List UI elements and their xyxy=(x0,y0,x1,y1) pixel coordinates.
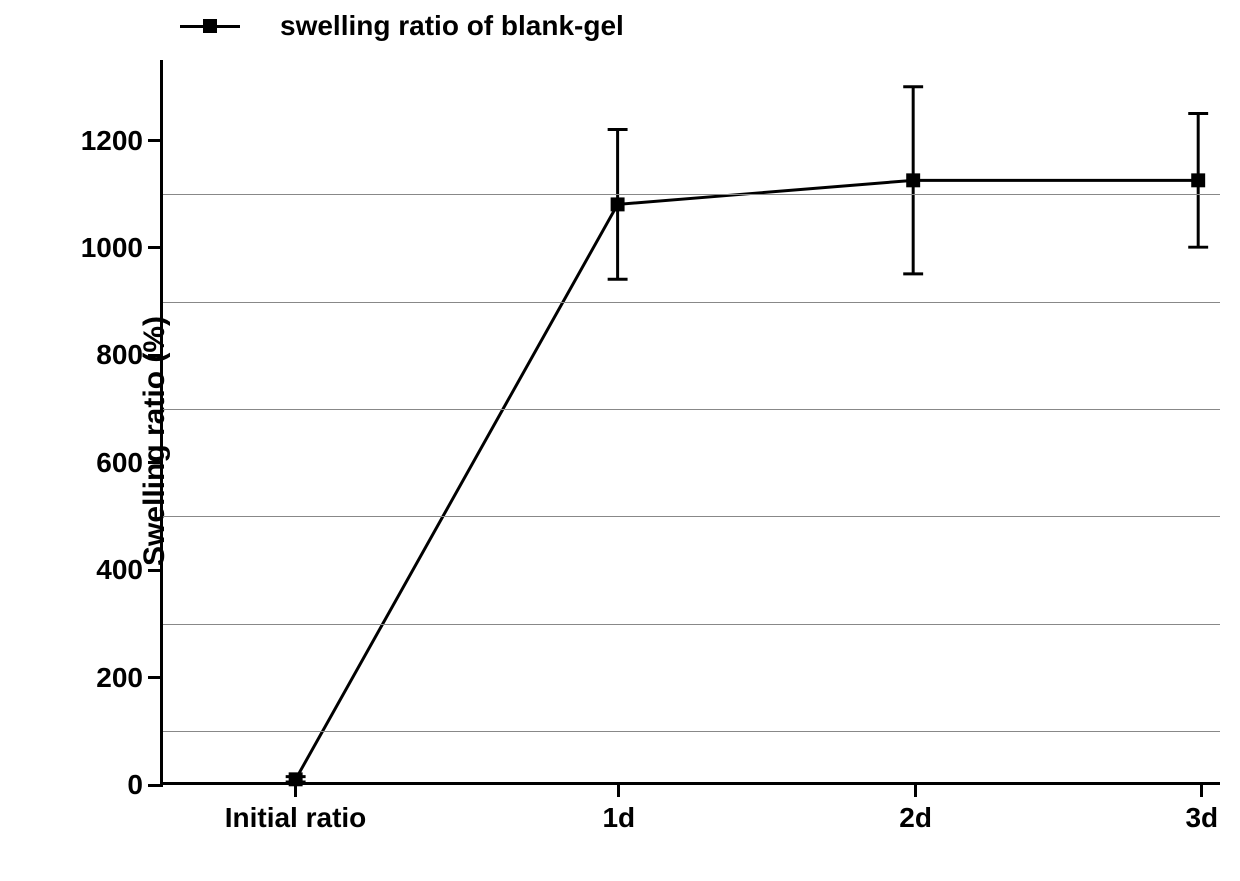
y-tick-label: 800 xyxy=(96,339,143,371)
grid-line xyxy=(163,409,1220,410)
data-line xyxy=(296,180,1199,779)
y-tick-label: 200 xyxy=(96,662,143,694)
plot-area: 020040060080010001200Initial ratio1d2d3d xyxy=(160,60,1220,785)
x-tick xyxy=(294,782,297,797)
y-tick xyxy=(148,354,163,357)
data-marker xyxy=(1191,173,1205,187)
x-tick-label: 1d xyxy=(602,802,635,834)
y-tick-label: 1200 xyxy=(81,125,143,157)
x-tick xyxy=(914,782,917,797)
y-tick-label: 0 xyxy=(127,769,143,801)
y-tick xyxy=(148,569,163,572)
x-tick xyxy=(1200,782,1203,797)
grid-line xyxy=(163,516,1220,517)
y-tick-label: 1000 xyxy=(81,232,143,264)
chart-container: swelling ratio of blank-gel Swelling rat… xyxy=(0,0,1240,881)
y-tick xyxy=(148,784,163,787)
x-tick xyxy=(617,782,620,797)
y-tick-label: 400 xyxy=(96,554,143,586)
grid-line xyxy=(163,731,1220,732)
y-tick xyxy=(148,139,163,142)
x-tick-label: Initial ratio xyxy=(225,802,367,834)
y-tick xyxy=(148,461,163,464)
grid-line xyxy=(163,194,1220,195)
legend: swelling ratio of blank-gel xyxy=(180,10,624,42)
grid-line xyxy=(163,624,1220,625)
data-marker xyxy=(611,197,625,211)
legend-line-right xyxy=(210,25,240,28)
x-tick-label: 3d xyxy=(1185,802,1218,834)
data-marker xyxy=(906,173,920,187)
data-layer xyxy=(163,60,1220,782)
y-tick xyxy=(148,246,163,249)
legend-label: swelling ratio of blank-gel xyxy=(280,10,624,42)
y-tick-label: 600 xyxy=(96,447,143,479)
y-tick xyxy=(148,676,163,679)
x-tick-label: 2d xyxy=(899,802,932,834)
grid-line xyxy=(163,302,1220,303)
